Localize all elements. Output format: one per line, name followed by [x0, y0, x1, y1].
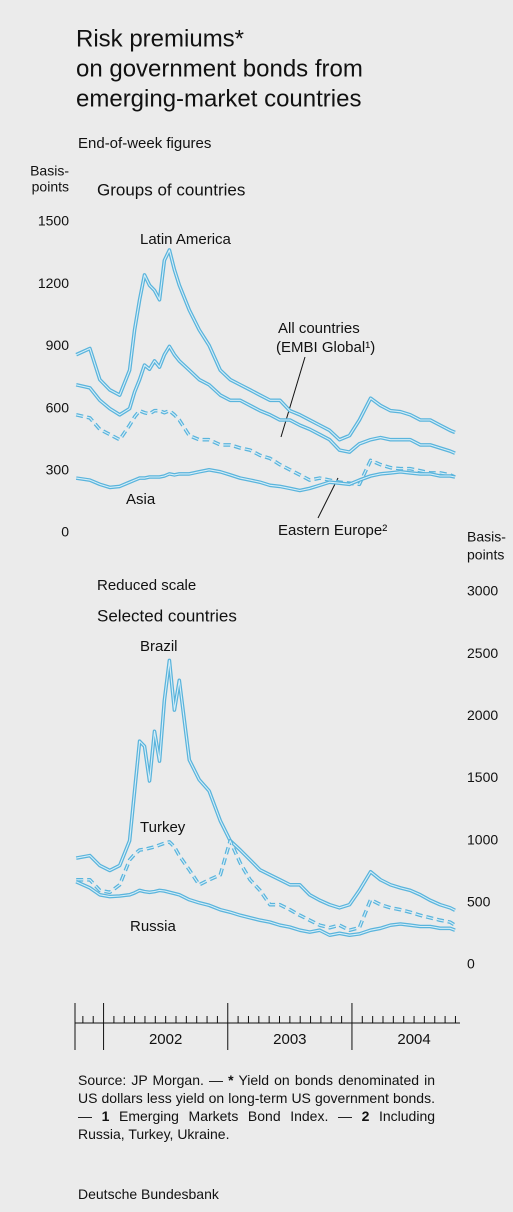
series-line-core — [76, 469, 456, 492]
y-tick-label: 1000 — [467, 831, 498, 847]
publisher: Deutsche Bundesbank — [78, 1186, 219, 1202]
y-axis-label: points — [32, 179, 69, 195]
series-line-core — [76, 840, 456, 931]
footnote-mark: 2 — [361, 1108, 370, 1124]
series-line-core — [75, 249, 456, 441]
y-tick-label: 1200 — [38, 275, 69, 291]
series-label: Eastern Europe² — [278, 522, 387, 539]
series-line-core — [76, 659, 456, 911]
series-line-core — [75, 881, 456, 936]
x-tick-label: 2003 — [273, 1031, 306, 1048]
series-label: Brazil — [140, 638, 178, 655]
footnote: Emerging Markets Bond Index. — [119, 1108, 329, 1124]
footnote: Yield on bonds denominated in US dollars… — [78, 1072, 436, 1106]
y-tick-label: 900 — [46, 337, 70, 353]
y-tick-label: 0 — [467, 956, 475, 972]
y-tick-label: 500 — [467, 894, 491, 910]
series-label: All countries — [278, 320, 360, 337]
footnote-mark: * — [228, 1072, 234, 1088]
series-line-core — [76, 345, 456, 454]
y-tick-label: 3000 — [467, 583, 498, 599]
title-line: on government bonds from — [76, 55, 363, 82]
series-line-core — [76, 410, 456, 485]
x-tick-label: 2002 — [149, 1031, 182, 1048]
series-line — [75, 468, 456, 493]
series-label: Asia — [126, 491, 156, 508]
leader-line — [317, 477, 339, 519]
y-tick-label: 1500 — [38, 213, 69, 229]
leader-line — [280, 356, 306, 438]
series-label: Latin America — [140, 231, 232, 248]
footnote: Including Russia, Turkey, Ukraine. — [78, 1108, 436, 1142]
y-axis-label: Basis- — [467, 529, 506, 545]
x-tick-label: 2004 — [397, 1031, 430, 1048]
footnotes: Source: JP Morgan. — * Yield on bonds de… — [78, 1071, 435, 1143]
separator: — — [337, 1108, 352, 1124]
panel-title: Selected countries — [97, 606, 237, 625]
panel-note: Reduced scale — [97, 577, 196, 594]
separator: — — [209, 1072, 224, 1088]
panel-title: Groups of countries — [97, 180, 245, 199]
y-tick-label: 300 — [46, 462, 70, 478]
series-label: (EMBI Global¹) — [276, 339, 375, 356]
y-axis-label: Basis- — [30, 163, 69, 179]
separator: — — [78, 1108, 92, 1124]
title-line: Risk premiums* — [76, 25, 244, 52]
footnote: Source: JP Morgan. — [78, 1072, 204, 1088]
y-axis-label: points — [467, 547, 504, 563]
y-tick-label: 2000 — [467, 707, 498, 723]
y-tick-label: 600 — [46, 399, 70, 415]
series-label: Russia — [130, 918, 177, 935]
y-tick-label: 0 — [61, 524, 69, 540]
y-tick-label: 2500 — [467, 645, 498, 661]
footnote-mark: 1 — [101, 1108, 110, 1124]
subtitle: End-of-week figures — [78, 135, 211, 152]
y-tick-label: 1500 — [467, 769, 498, 785]
series-label: Turkey — [140, 819, 186, 836]
title-line: emerging-market countries — [76, 85, 361, 112]
